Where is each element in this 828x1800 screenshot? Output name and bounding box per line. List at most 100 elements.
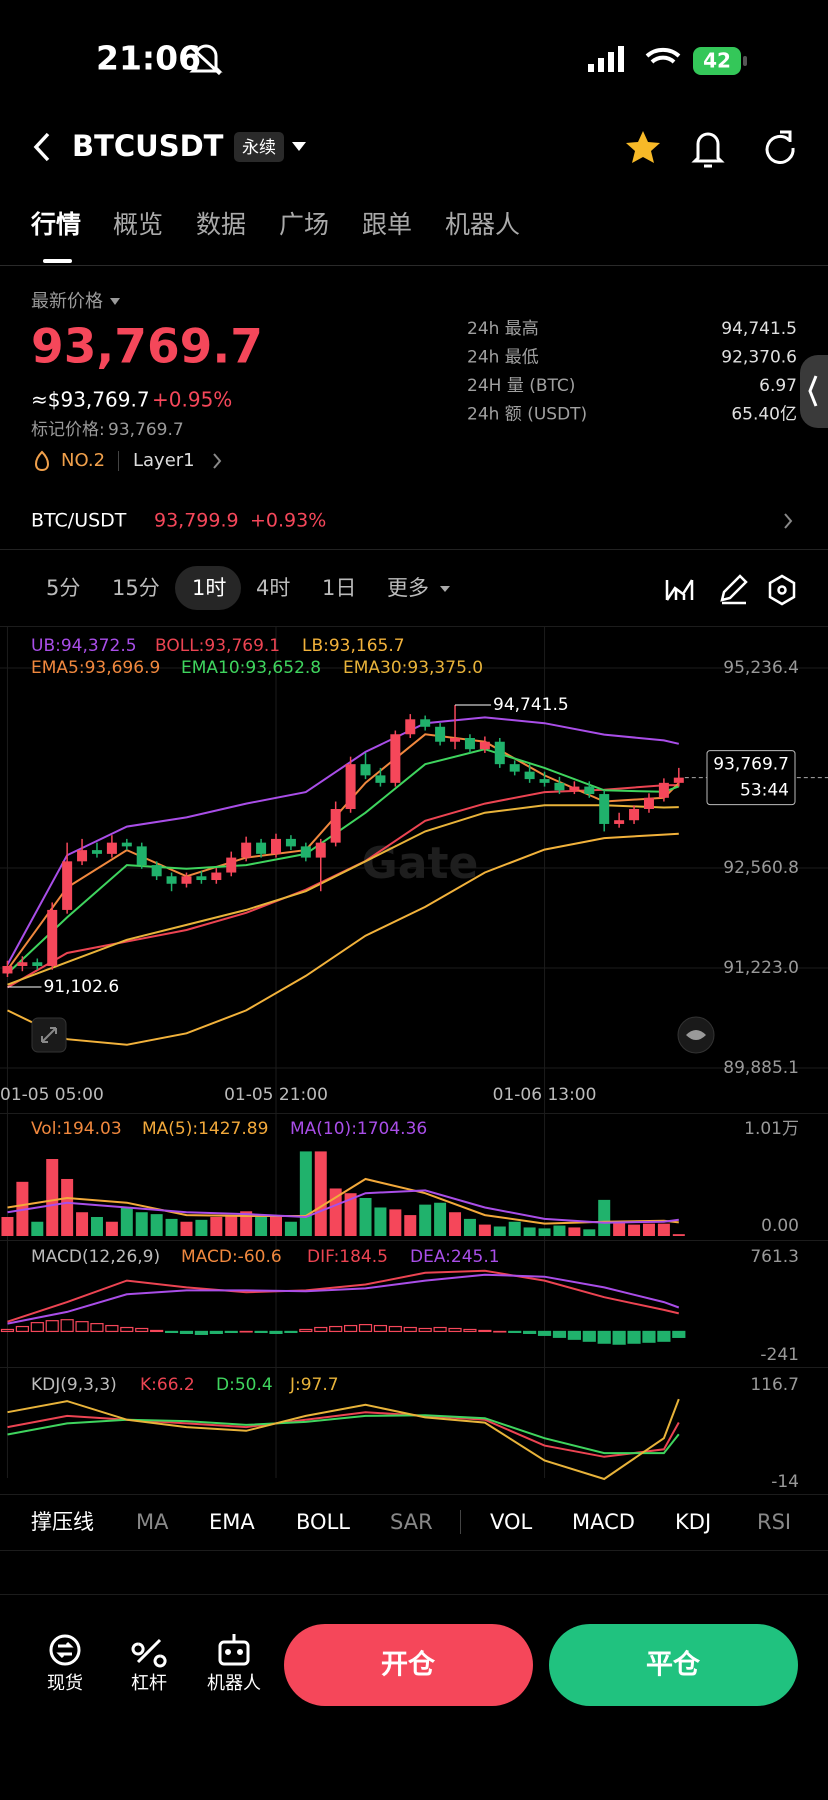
side-tab[interactable] xyxy=(800,355,828,428)
interval[interactable]: 5分 xyxy=(46,576,80,600)
tab[interactable]: 跟单 xyxy=(362,210,412,239)
nav-label[interactable]: 现货 xyxy=(47,1673,83,1694)
legend-entry: MACD:-60.6 xyxy=(181,1247,282,1267)
macd-bar xyxy=(284,1330,298,1334)
volume-bar xyxy=(508,1221,521,1236)
eye-icon xyxy=(686,1030,706,1040)
tab[interactable]: 广场 xyxy=(279,210,329,239)
macd-bar xyxy=(75,1321,89,1333)
candle-body xyxy=(494,741,505,765)
candle-body xyxy=(47,909,58,966)
indicator[interactable]: SAR xyxy=(390,1510,433,1534)
volume-bar xyxy=(657,1223,670,1236)
candle-body xyxy=(226,857,237,873)
indicator[interactable]: BOLL xyxy=(296,1510,350,1534)
y-tick-label: 92,560.8 xyxy=(723,858,799,878)
draw-button[interactable] xyxy=(720,574,748,605)
more-dropdown[interactable] xyxy=(440,586,450,592)
tab[interactable]: 行情 xyxy=(30,210,81,239)
favorite-star[interactable] xyxy=(626,131,660,163)
alert-bell[interactable] xyxy=(691,132,725,168)
candle-body xyxy=(166,876,177,884)
macd-bar xyxy=(478,1329,492,1333)
macd-bar xyxy=(224,1330,238,1334)
indicator[interactable]: MA xyxy=(136,1510,169,1534)
share-button[interactable] xyxy=(765,130,795,164)
indicator[interactable]: EMA xyxy=(209,1510,255,1534)
interval[interactable]: 1时 xyxy=(192,576,226,600)
indicator-line xyxy=(7,832,679,1046)
indicator[interactable]: 撑压线 xyxy=(31,1510,94,1534)
clock: 21:06 xyxy=(96,39,201,78)
indicator[interactable]: VOL xyxy=(490,1510,533,1534)
volume-bar xyxy=(165,1218,178,1236)
close-button[interactable] xyxy=(549,1624,798,1706)
stat-label: 24h 最高 xyxy=(467,319,539,339)
spot-chevron[interactable] xyxy=(784,513,793,529)
tab[interactable]: 概览 xyxy=(113,210,163,239)
high-label: 94,741.5 xyxy=(493,695,569,715)
macd-bar xyxy=(209,1330,223,1334)
volume-bar xyxy=(150,1214,163,1236)
open-button[interactable] xyxy=(284,1624,533,1706)
legend-entry: MA(5):1427.89 xyxy=(142,1119,268,1139)
candle-body xyxy=(271,838,281,854)
indicator[interactable]: MACD xyxy=(572,1510,635,1534)
volume-bar xyxy=(583,1229,596,1236)
battery-cap xyxy=(743,56,747,66)
interval[interactable]: 1日 xyxy=(322,576,356,600)
indicator-button[interactable] xyxy=(665,579,694,601)
macd-bar xyxy=(582,1330,596,1342)
legend-entry: EMA5:93,696.9 xyxy=(31,658,160,678)
volume-bar xyxy=(628,1224,641,1236)
macd-bar xyxy=(642,1330,656,1343)
candle-body xyxy=(524,771,535,780)
open-label[interactable]: 开仓 xyxy=(381,1650,436,1681)
indicator[interactable]: KDJ xyxy=(675,1510,711,1534)
macd-bar xyxy=(552,1330,567,1338)
indicator-line xyxy=(6,716,680,965)
divider xyxy=(0,626,828,627)
indicator[interactable]: RSI xyxy=(757,1510,791,1534)
nav-label[interactable]: 机器人 xyxy=(207,1673,261,1694)
candle-body xyxy=(211,872,222,881)
spot-pair[interactable]: BTC/USDT xyxy=(31,510,127,532)
price-dropdown[interactable] xyxy=(110,298,120,305)
legend-entry: DEA:245.1 xyxy=(410,1247,500,1267)
interval[interactable]: 4时 xyxy=(256,576,290,600)
rank: NO.2 xyxy=(61,450,105,471)
y-tick-label: 1.01万 xyxy=(744,1119,799,1139)
macd-bar xyxy=(373,1324,388,1333)
back-button[interactable] xyxy=(33,132,50,162)
mark-price-label: 标记价格: xyxy=(31,420,105,440)
candle-body xyxy=(554,782,565,791)
symbol-dropdown[interactable] xyxy=(292,142,306,151)
volume-bar xyxy=(374,1207,387,1236)
x-tick-label: 01-06 13:00 xyxy=(493,1085,597,1105)
tab[interactable]: 数据 xyxy=(196,210,246,239)
symbol[interactable]: BTCUSDT xyxy=(72,129,224,163)
last-price: 93,769.7 xyxy=(31,320,263,375)
close-label[interactable]: 平仓 xyxy=(646,1650,701,1681)
tab[interactable]: 机器人 xyxy=(445,210,520,239)
legend-entry: MA(10):1704.36 xyxy=(290,1119,427,1139)
candle-body xyxy=(121,842,132,847)
volume-bar xyxy=(478,1224,491,1236)
interval[interactable]: 15分 xyxy=(112,576,160,600)
legend-entry: J:97.7 xyxy=(289,1375,339,1395)
contract-type: 永续 xyxy=(242,138,276,158)
macd-bar xyxy=(508,1330,522,1334)
interval[interactable]: 更多 xyxy=(387,576,429,600)
candle-body xyxy=(643,797,654,810)
settings-dot xyxy=(777,585,787,595)
nav-label[interactable]: 杠杆 xyxy=(131,1673,167,1694)
sector-chevron xyxy=(213,453,222,469)
settings-button[interactable] xyxy=(768,574,796,606)
y-tick-label: -241 xyxy=(760,1345,799,1365)
intervals: 5分 15分 1时 4时 1日 更多 xyxy=(46,576,429,600)
candle-body xyxy=(539,779,550,783)
charts: 01-05 05:00 01-05 21:00 01-06 13:00 Gate 95,… xyxy=(0,627,828,1492)
candle-body xyxy=(479,741,490,750)
sector[interactable]: Layer1 xyxy=(133,450,195,471)
